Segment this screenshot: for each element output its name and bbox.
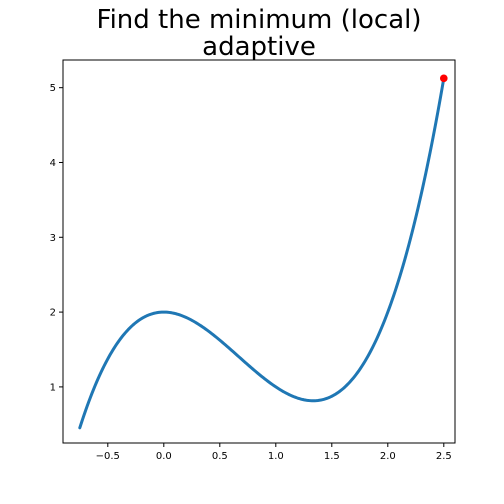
minimum-marker [440, 74, 448, 83]
y-tick-label: 4 [50, 158, 56, 169]
x-tick-label: 1.5 [324, 451, 340, 462]
plot-area [78, 74, 448, 430]
axes-frame [62, 59, 456, 444]
y-tick-label: 3 [50, 233, 56, 244]
x-tick-label: 0.5 [212, 451, 228, 462]
x-tick-label: 0.0 [156, 451, 172, 462]
y-tick-label: 1 [50, 382, 56, 393]
x-tick-label: 2.5 [436, 451, 452, 462]
x-tick-label: 1.0 [268, 451, 284, 462]
y-tick-label: 2 [50, 308, 56, 319]
chart-title-line-1: Find the minimum (local) [97, 5, 422, 35]
chart-title-line-2: adaptive [202, 32, 316, 62]
x-axis: −0.5 0.0 0.5 1.0 1.5 2.0 2.5 [96, 443, 452, 462]
x-tick-label: 2.0 [380, 451, 396, 462]
x-tick-label: −0.5 [96, 451, 120, 462]
y-axis: 1 2 3 4 5 [50, 83, 63, 393]
y-tick-label: 5 [50, 83, 56, 94]
series-line-0 [78, 76, 446, 430]
